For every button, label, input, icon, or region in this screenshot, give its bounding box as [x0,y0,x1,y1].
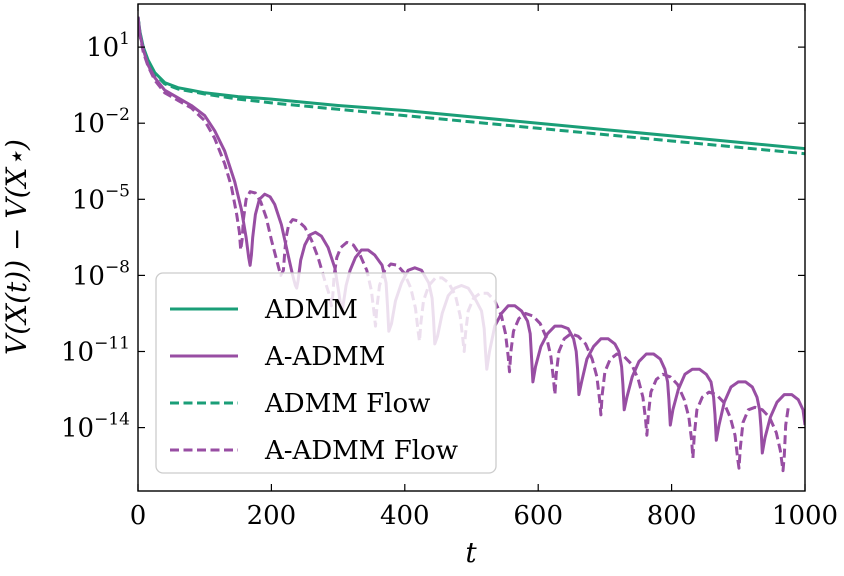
tick-layer: 0 200 400 600 800 1000 101 10−2 10−5 10−8 10−11 10−… [61,4,838,531]
y-tick-label: 10−11 [61,333,130,367]
y-tick-label: 101 [86,29,130,63]
y-tick-label: 10−14 [61,410,130,444]
x-tick-label: 1000 [772,501,838,531]
y-axis-label: V(X(t)) − V(X⋆) [0,139,33,355]
series-line-admm [138,16,805,151]
legend-label: A-ADMM [264,342,385,372]
legend-label: A-ADMM Flow [264,436,458,466]
plot-frame [137,3,806,492]
legend-label: ADMM Flow [264,389,430,419]
x-tick-label: 400 [380,501,430,531]
y-tick-label: 10−2 [72,105,130,139]
legend-label: ADMM [264,295,358,325]
series-line-admm-flow [138,16,805,156]
x-axis-label: t [465,536,477,569]
legend: ADMM A-ADMM ADMM Flow A-ADMM Flow [155,272,497,474]
x-tick-label: 800 [647,501,697,531]
x-tick-label: 600 [513,501,563,531]
legend-box [155,272,497,474]
x-tick-label: 0 [130,501,147,531]
y-tick-label: 10−8 [72,257,130,291]
x-tick-label: 200 [247,501,297,531]
y-tick-label: 10−5 [72,181,130,215]
